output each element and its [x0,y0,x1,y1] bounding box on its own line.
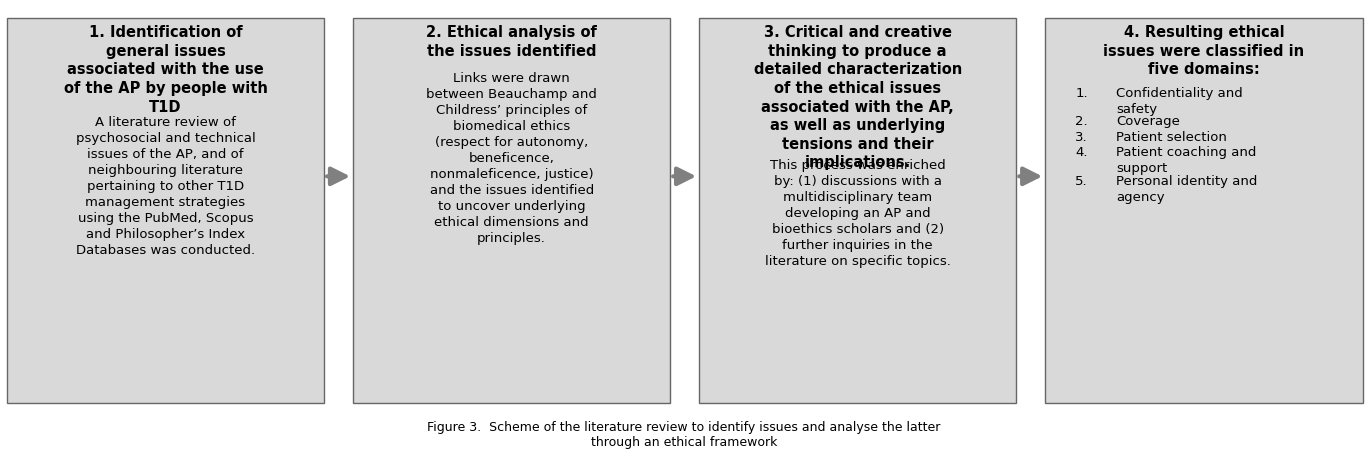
Text: This process was enriched
by: (1) discussions with a
multidisciplinary team
deve: This process was enriched by: (1) discus… [765,159,951,268]
Text: 1. Identification of
general issues
associated with the use
of the AP by people : 1. Identification of general issues asso… [63,25,268,114]
FancyBboxPatch shape [1045,18,1363,403]
Text: Coverage: Coverage [1116,115,1181,129]
Text: Links were drawn
between Beauchamp and
Childress’ principles of
biomedical ethic: Links were drawn between Beauchamp and C… [427,72,596,245]
Text: 3. Critical and creative
thinking to produce a
detailed characterization
of the : 3. Critical and creative thinking to pro… [754,25,962,170]
FancyBboxPatch shape [7,18,324,403]
Text: 5.: 5. [1075,175,1088,188]
Text: 4.: 4. [1075,146,1088,159]
Text: 4. Resulting ethical
issues were classified in
five domains:: 4. Resulting ethical issues were classif… [1103,25,1305,77]
Text: 3.: 3. [1075,131,1088,144]
Text: Confidentiality and
safety: Confidentiality and safety [1116,87,1244,116]
FancyBboxPatch shape [353,18,670,403]
Text: Figure 3.  Scheme of the literature review to identify issues and analyse the la: Figure 3. Scheme of the literature revie… [427,421,941,449]
Text: Patient selection: Patient selection [1116,131,1227,144]
Text: A literature review of
psychosocial and technical
issues of the AP, and of
neigh: A literature review of psychosocial and … [75,116,256,257]
Text: Personal identity and
agency: Personal identity and agency [1116,175,1257,204]
FancyBboxPatch shape [699,18,1016,403]
Text: Patient coaching and
support: Patient coaching and support [1116,146,1257,175]
Text: 1.: 1. [1075,87,1088,100]
Text: 2. Ethical analysis of
the issues identified: 2. Ethical analysis of the issues identi… [427,25,596,59]
Text: 2.: 2. [1075,115,1088,129]
